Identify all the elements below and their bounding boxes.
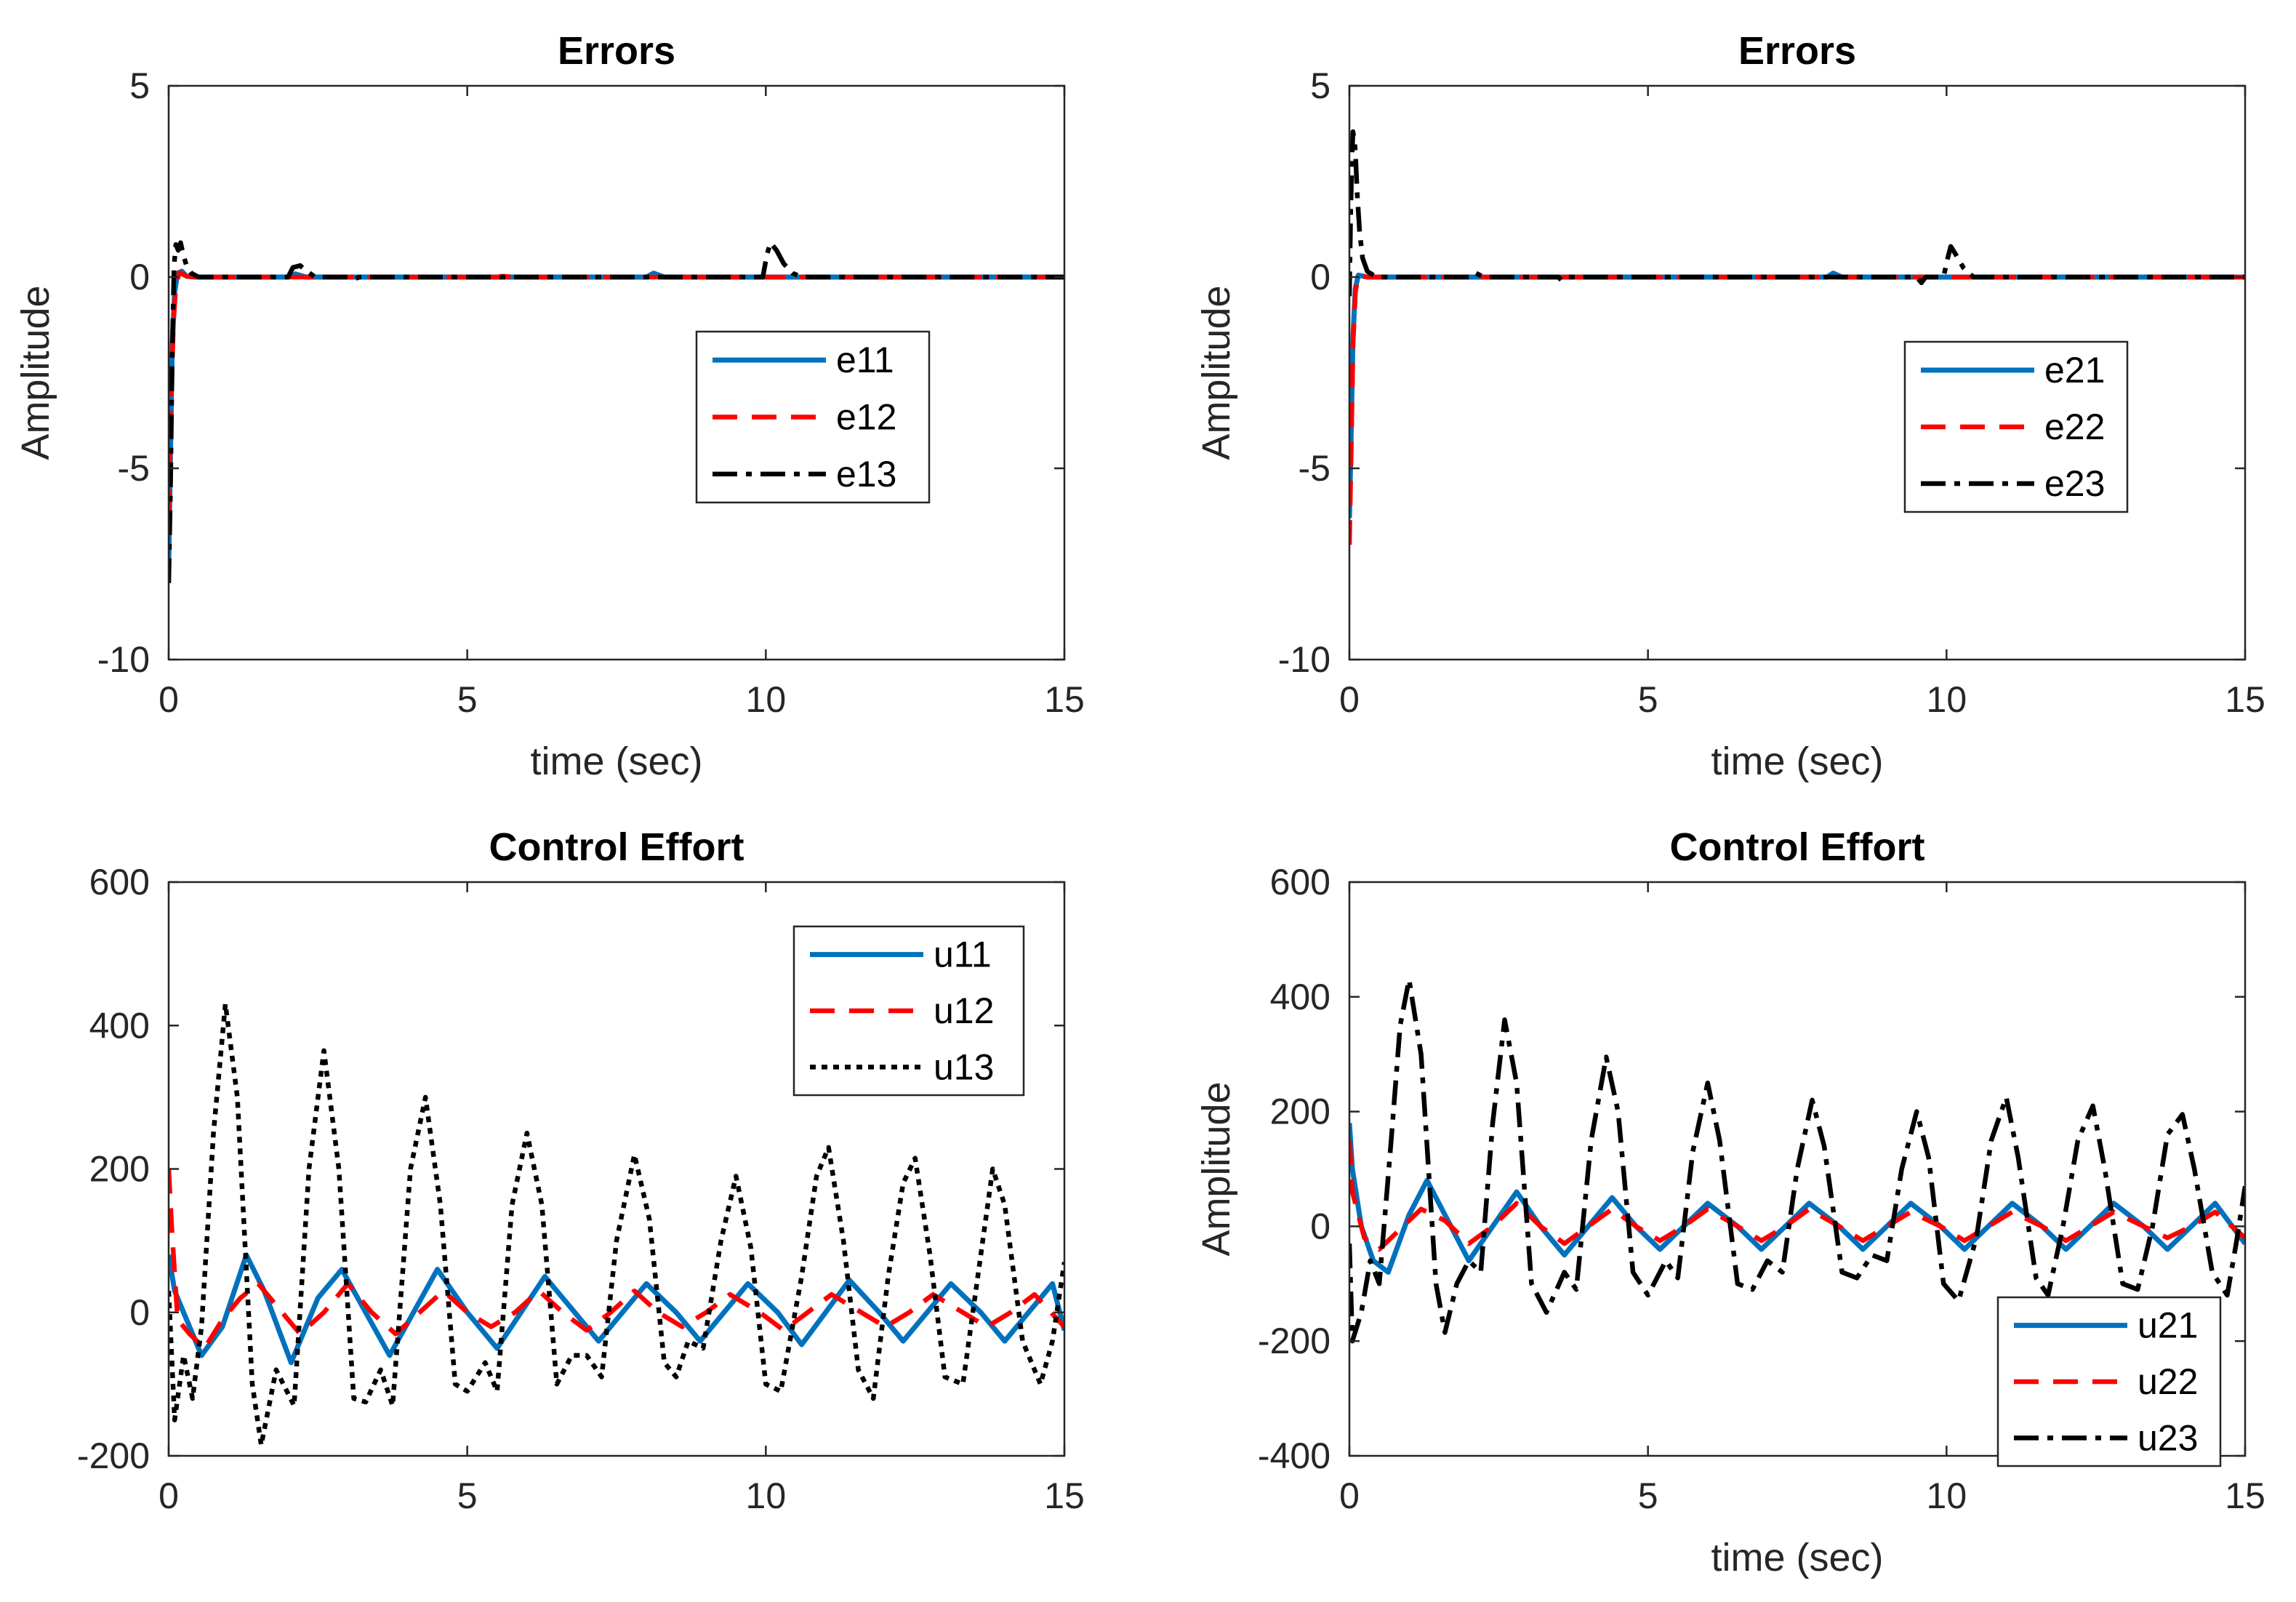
x-tick-label: 0 xyxy=(158,679,179,720)
x-tick-label: 0 xyxy=(158,1475,179,1516)
legend-label-u23: u23 xyxy=(2138,1417,2198,1458)
legend-label-e22: e22 xyxy=(2044,406,2105,447)
series-line-u12 xyxy=(169,1169,1064,1351)
x-tick-label: 5 xyxy=(457,1475,478,1516)
y-axis-label: Amplitude xyxy=(14,285,57,460)
x-axis-label: time (sec) xyxy=(530,740,702,783)
legend-label-e23: e23 xyxy=(2044,463,2105,504)
x-tick-label: 10 xyxy=(1927,1475,1967,1516)
x-tick-label: 15 xyxy=(1044,679,1085,720)
legend-label-u13: u13 xyxy=(934,1046,994,1087)
y-tick-label: -200 xyxy=(1258,1321,1330,1361)
chart-title: Errors xyxy=(1738,29,1856,73)
y-tick-label: 600 xyxy=(89,862,150,902)
y-tick-label: 200 xyxy=(1270,1092,1330,1132)
chart-panel-4: 0 5 10 15 -400 -200 0 200 400 600 Control Effort ti… xyxy=(1195,825,2265,1579)
x-tick-label: 15 xyxy=(1044,1475,1085,1516)
legend-label-u12: u12 xyxy=(934,990,994,1031)
y-tick-label: -10 xyxy=(97,639,150,680)
series-line-u13 xyxy=(169,1001,1064,1448)
legend: e21 e22 e23 xyxy=(1903,340,2129,513)
y-tick-label: 0 xyxy=(129,1292,150,1333)
legend-label-e12: e12 xyxy=(836,397,896,438)
chart-panel-1: 0 5 10 15 -10 -5 0 5 Errors time (sec) Amplitude e1… xyxy=(14,29,1085,783)
axes-frame xyxy=(1348,84,2247,661)
y-tick-label: -400 xyxy=(1258,1435,1330,1476)
y-tick-label: 400 xyxy=(89,1005,150,1046)
series-line-e13 xyxy=(169,240,1064,583)
x-tick-label: 0 xyxy=(1339,679,1360,720)
legend: u11 u12 u13 xyxy=(792,925,1025,1097)
legend-label-e11: e11 xyxy=(836,340,894,380)
legend-label-e21: e21 xyxy=(2044,350,2105,391)
series-line-e12 xyxy=(169,270,1064,515)
chart-title: Control Effort xyxy=(489,825,744,869)
y-tick-label: 0 xyxy=(1310,257,1330,297)
x-axis-label: time (sec) xyxy=(1711,740,1883,783)
legend-label-u11: u11 xyxy=(934,934,992,975)
x-tick-label: 5 xyxy=(457,679,478,720)
series-line-u23 xyxy=(1349,977,2245,1344)
x-tick-label: 10 xyxy=(746,679,787,720)
y-tick-label: -5 xyxy=(118,448,150,489)
y-tick-label: -10 xyxy=(1278,639,1330,680)
y-axis-label: Amplitude xyxy=(1195,285,1238,460)
x-tick-label: 10 xyxy=(1927,679,1967,720)
series-line-e22 xyxy=(1349,273,2245,545)
y-tick-label: 600 xyxy=(1270,862,1330,902)
chart-title: Errors xyxy=(558,29,675,73)
chart-panel-2: 0 5 10 15 -10 -5 0 5 Errors time (sec) Amplitude e2… xyxy=(1195,29,2265,783)
series-line-e23 xyxy=(1349,129,2245,297)
y-tick-label: 0 xyxy=(129,257,150,297)
y-axis-label: Amplitude xyxy=(1195,1081,1238,1256)
x-tick-label: 5 xyxy=(1638,679,1658,720)
axes-frame xyxy=(1348,881,2247,1457)
x-tick-label: 15 xyxy=(2225,1475,2265,1516)
y-tick-label: -5 xyxy=(1298,448,1330,489)
x-axis-label: time (sec) xyxy=(1711,1536,1883,1579)
y-tick-label: -200 xyxy=(77,1435,150,1476)
x-tick-label: 15 xyxy=(2225,679,2265,720)
chart-title: Control Effort xyxy=(1670,825,1925,869)
legend-label-e13: e13 xyxy=(836,454,896,494)
series-line-u22 xyxy=(1349,1140,2245,1252)
x-tick-label: 0 xyxy=(1339,1475,1360,1516)
series-line-u11 xyxy=(169,1252,1064,1366)
x-tick-label: 5 xyxy=(1638,1475,1658,1516)
series-line-u21 xyxy=(1349,1123,2245,1275)
y-tick-label: 5 xyxy=(129,65,150,106)
legend-label-u22: u22 xyxy=(2138,1361,2198,1402)
x-tick-label: 10 xyxy=(746,1475,787,1516)
y-tick-label: 400 xyxy=(1270,977,1330,1017)
axes-frame xyxy=(167,84,1066,661)
legend: u21 u22 u23 xyxy=(1996,1296,2222,1467)
y-tick-label: 5 xyxy=(1310,65,1330,106)
legend: e11 e12 e13 xyxy=(695,330,931,504)
y-tick-label: 200 xyxy=(89,1149,150,1190)
legend-label-u21: u21 xyxy=(2138,1305,2198,1346)
y-tick-label: 0 xyxy=(1310,1206,1330,1246)
